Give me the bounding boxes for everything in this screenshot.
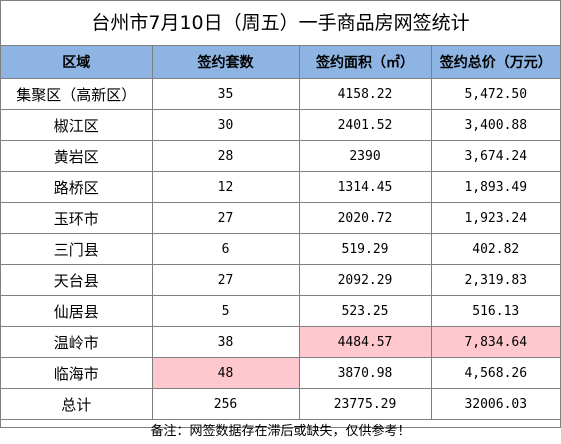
cell-region: 黄岩区 xyxy=(1,140,153,172)
cell-total: 2,319.83 xyxy=(430,264,560,296)
cell-region: 仙居县 xyxy=(1,295,153,327)
cell-units: 28 xyxy=(151,140,300,172)
cell-units: 38 xyxy=(151,326,300,358)
cell-area: 1314.45 xyxy=(298,171,432,203)
cell-area: 2020.72 xyxy=(298,202,432,234)
cell-total: 3,400.88 xyxy=(430,109,560,141)
cell-area: 2401.52 xyxy=(298,109,432,141)
cell-area: 523.25 xyxy=(298,295,432,327)
cell-total: 516.13 xyxy=(430,295,560,327)
table-row: 路桥区 12 1314.45 1,893.49 xyxy=(1,171,560,203)
sheet-title: 台州市7月10日（周五）一手商品房网签统计 xyxy=(1,1,560,46)
table-row: 玉环市 27 2020.72 1,923.24 xyxy=(1,202,560,234)
cell-region: 三门县 xyxy=(1,233,153,265)
cell-total: 1,923.24 xyxy=(430,202,560,234)
cell-units: 30 xyxy=(151,109,300,141)
header-area: 签约面积（㎡） xyxy=(298,46,432,79)
cell-total-label: 总计 xyxy=(1,388,153,420)
cell-units: 5 xyxy=(151,295,300,327)
cell-total: 1,893.49 xyxy=(430,171,560,203)
cell-region: 路桥区 xyxy=(1,171,153,203)
cell-region: 集聚区（高新区） xyxy=(1,78,153,110)
table-row: 临海市 48 3870.98 4,568.26 xyxy=(1,357,560,389)
cell-area: 2390 xyxy=(298,140,432,172)
table-row: 黄岩区 28 2390 3,674.24 xyxy=(1,140,560,172)
cell-units: 6 xyxy=(151,233,300,265)
header-row: 区域 签约套数 签约面积（㎡） 签约总价（万元） xyxy=(1,46,560,79)
table-row: 温岭市 38 4484.57 7,834.64 xyxy=(1,326,560,358)
cell-units: 12 xyxy=(151,171,300,203)
table-row: 集聚区（高新区） 35 4158.22 5,472.50 xyxy=(1,78,560,110)
cell-area: 3870.98 xyxy=(298,357,432,389)
total-row: 总计 256 23775.29 32006.03 xyxy=(1,388,560,420)
cell-units: 27 xyxy=(151,264,300,296)
cell-total-highlighted: 7,834.64 xyxy=(430,326,560,358)
cell-area: 519.29 xyxy=(298,233,432,265)
header-total: 签约总价（万元） xyxy=(430,46,560,79)
cell-total-area: 23775.29 xyxy=(298,388,432,420)
cell-total: 3,674.24 xyxy=(430,140,560,172)
cell-total-units: 256 xyxy=(151,388,300,420)
stats-table: 区域 签约套数 签约面积（㎡） 签约总价（万元） 集聚区（高新区） 35 415… xyxy=(1,46,560,420)
cell-total: 402.82 xyxy=(430,233,560,265)
cell-units-highlighted: 48 xyxy=(151,357,300,389)
cell-region: 温岭市 xyxy=(1,326,153,358)
header-units: 签约套数 xyxy=(151,46,300,79)
table-row: 三门县 6 519.29 402.82 xyxy=(1,233,560,265)
cell-region: 椒江区 xyxy=(1,109,153,141)
cell-units: 27 xyxy=(151,202,300,234)
cell-total-price: 32006.03 xyxy=(430,388,560,420)
header-region: 区域 xyxy=(1,46,153,79)
footnote: 备注：网签数据存在滞后或缺失，仅供参考！ xyxy=(150,424,411,439)
table-row: 天台县 27 2092.29 2,319.83 xyxy=(1,264,560,296)
cell-area: 4158.22 xyxy=(298,78,432,110)
cell-units: 35 xyxy=(151,78,300,110)
table-row: 椒江区 30 2401.52 3,400.88 xyxy=(1,109,560,141)
cell-region: 临海市 xyxy=(1,357,153,389)
cell-total: 4,568.26 xyxy=(430,357,560,389)
cell-region: 玉环市 xyxy=(1,202,153,234)
cell-area: 2092.29 xyxy=(298,264,432,296)
cell-total: 5,472.50 xyxy=(430,78,560,110)
cell-region: 天台县 xyxy=(1,264,153,296)
cell-area-highlighted: 4484.57 xyxy=(298,326,432,358)
table-row: 仙居县 5 523.25 516.13 xyxy=(1,295,560,327)
